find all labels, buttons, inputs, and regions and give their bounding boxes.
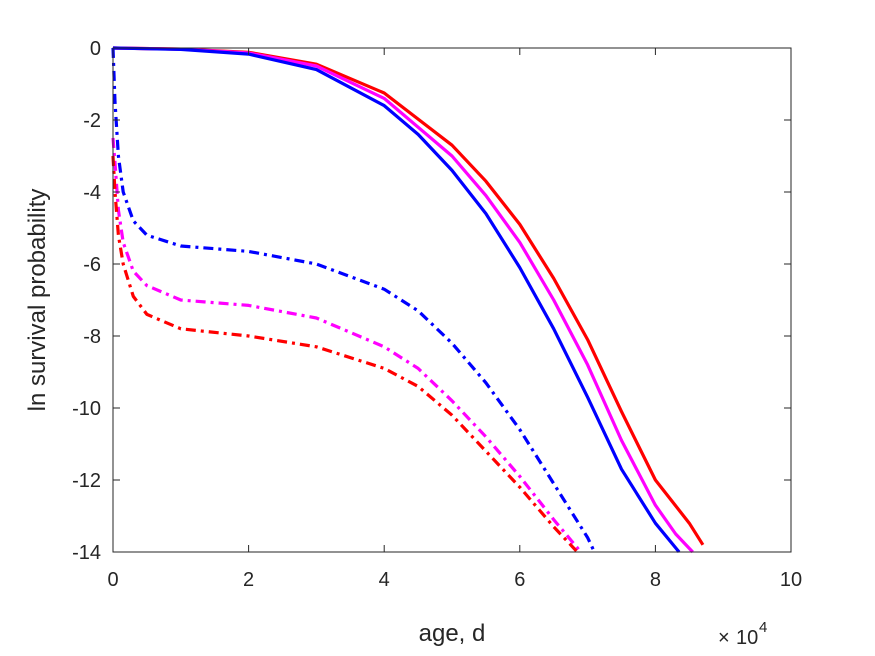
series-layer — [111, 46, 705, 554]
x-axis-exponent: × 10 4 — [718, 619, 767, 649]
series-line-6 — [111, 155, 579, 554]
x-exponent-symbol: × — [718, 627, 730, 649]
y-axis-label: ln survival probability — [24, 189, 51, 412]
y-tick-label: -8 — [83, 326, 101, 348]
y-tick-label: -4 — [83, 182, 101, 204]
axes-layer: 0 2 4 6 8 10 0 -2 -4 -6 -8 -10 -12 -14 — [72, 38, 802, 591]
x-tick-label: 2 — [243, 569, 254, 591]
x-exponent-power: 4 — [759, 619, 767, 636]
axes-box — [112, 47, 792, 553]
y-tick-label: -6 — [83, 254, 101, 276]
series-line-4 — [111, 47, 596, 553]
x-tick-label: 4 — [379, 569, 390, 591]
plot-area — [113, 48, 791, 552]
y-tick-label: -10 — [72, 398, 101, 420]
y-tick-label: 0 — [90, 38, 101, 60]
x-tick-label: 6 — [514, 569, 525, 591]
y-tick-label: -14 — [72, 542, 101, 564]
x-exponent-base: 10 — [736, 627, 758, 649]
x-tick-label: 0 — [107, 569, 118, 591]
series-line-3 — [112, 46, 681, 554]
plot-background — [113, 48, 791, 552]
x-tick-label: 10 — [780, 569, 802, 591]
x-tick-label: 8 — [650, 569, 661, 591]
x-axis-label: age, d — [419, 620, 486, 647]
y-tick-label: -2 — [83, 110, 101, 132]
y-tick-label: -12 — [72, 470, 101, 492]
